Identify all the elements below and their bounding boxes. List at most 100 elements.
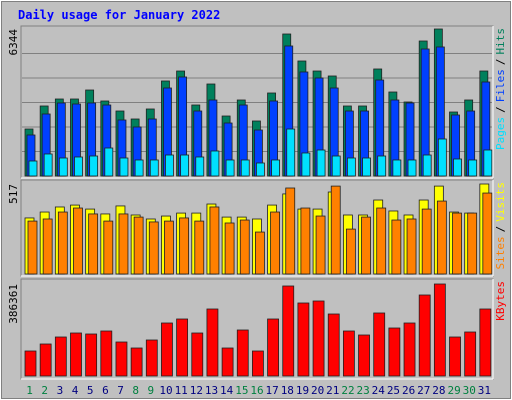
- bar: [236, 329, 249, 377]
- bar: [164, 220, 174, 275]
- bar: [267, 318, 279, 377]
- bar: [407, 159, 417, 177]
- bar: [437, 138, 447, 177]
- bar: [464, 331, 477, 377]
- legend-separator: /: [494, 59, 507, 66]
- bar: [89, 155, 99, 177]
- bar: [286, 128, 296, 177]
- legend-separator: /: [494, 226, 507, 233]
- bar: [119, 157, 129, 177]
- bar: [297, 302, 310, 377]
- bar: [483, 149, 493, 177]
- legend-entry: KBytes: [494, 281, 507, 321]
- bar: [406, 218, 417, 275]
- bar: [130, 347, 143, 377]
- bar: [282, 285, 295, 377]
- y-tick-label: 517: [7, 184, 20, 204]
- x-tick-label: 9: [148, 384, 155, 397]
- x-tick-label: 8: [132, 384, 139, 397]
- bar: [28, 160, 38, 177]
- bar: [285, 187, 296, 275]
- bar: [191, 332, 204, 377]
- x-tick-label: 31: [478, 384, 491, 397]
- legend-entry: Sites: [494, 236, 507, 269]
- bar: [176, 318, 189, 377]
- bar: [422, 154, 432, 177]
- bar: [239, 219, 250, 275]
- bar: [118, 213, 129, 275]
- bar: [115, 341, 128, 377]
- bar: [134, 159, 144, 177]
- bar: [467, 212, 478, 275]
- bar: [358, 334, 370, 377]
- bar: [133, 216, 144, 275]
- bar: [436, 200, 447, 275]
- bar: [74, 156, 83, 177]
- bar: [331, 155, 341, 177]
- bar: [433, 283, 446, 377]
- x-tick-label: 18: [281, 384, 294, 397]
- x-tick-label: 23: [357, 384, 370, 397]
- bar: [403, 322, 416, 377]
- bar: [194, 220, 205, 275]
- x-tick-label: 7: [117, 384, 124, 397]
- bar: [70, 332, 82, 377]
- bar: [43, 153, 53, 177]
- x-tick-label: 19: [296, 384, 309, 397]
- bar: [468, 159, 478, 177]
- bar: [240, 159, 250, 177]
- bar: [165, 154, 174, 177]
- x-tick-label: 13: [205, 384, 218, 397]
- bar: [54, 336, 67, 377]
- x-tick-label: 10: [159, 384, 172, 397]
- bar: [24, 350, 37, 377]
- x-tick-label: 27: [417, 384, 430, 397]
- bar: [345, 228, 356, 275]
- bar: [377, 155, 387, 177]
- legend: Pages / Files / Hits: [494, 28, 507, 150]
- bar: [255, 231, 265, 275]
- bar: [104, 147, 114, 177]
- x-tick-label: 29: [447, 384, 460, 397]
- legend-entry: Hits: [494, 28, 507, 55]
- chart-title: Daily usage for January 2022: [18, 8, 220, 22]
- x-tick-label: 17: [266, 384, 279, 397]
- bar: [361, 216, 371, 275]
- x-tick-label: 2: [41, 384, 48, 397]
- x-tick-label: 11: [175, 384, 188, 397]
- bar: [148, 221, 159, 275]
- bar: [449, 336, 461, 377]
- bar: [85, 333, 98, 377]
- legend-entry: Visits: [494, 182, 507, 222]
- bar: [346, 157, 356, 177]
- bar: [316, 149, 326, 177]
- bar: [312, 300, 325, 377]
- bar: [376, 207, 387, 275]
- bar: [418, 294, 431, 377]
- bar: [224, 222, 235, 275]
- legend: KBytes: [494, 281, 507, 321]
- bar: [330, 185, 341, 275]
- bar: [252, 350, 264, 377]
- legend-separator: /: [494, 106, 507, 113]
- x-tick-label: 14: [220, 384, 234, 397]
- bar: [452, 212, 462, 275]
- bar: [300, 207, 311, 275]
- bar: [391, 219, 402, 275]
- bar: [362, 157, 371, 177]
- x-tick-label: 12: [190, 384, 203, 397]
- x-tick-label: 25: [387, 384, 400, 397]
- bar: [42, 218, 53, 275]
- bar: [270, 211, 280, 275]
- legend-entry: Pages: [494, 117, 507, 150]
- bar: [206, 308, 219, 377]
- bar: [149, 159, 159, 177]
- x-tick-label: 28: [432, 384, 445, 397]
- bar: [221, 347, 234, 377]
- bar: [453, 158, 462, 177]
- bar: [225, 159, 235, 177]
- x-tick-label: 24: [372, 384, 386, 397]
